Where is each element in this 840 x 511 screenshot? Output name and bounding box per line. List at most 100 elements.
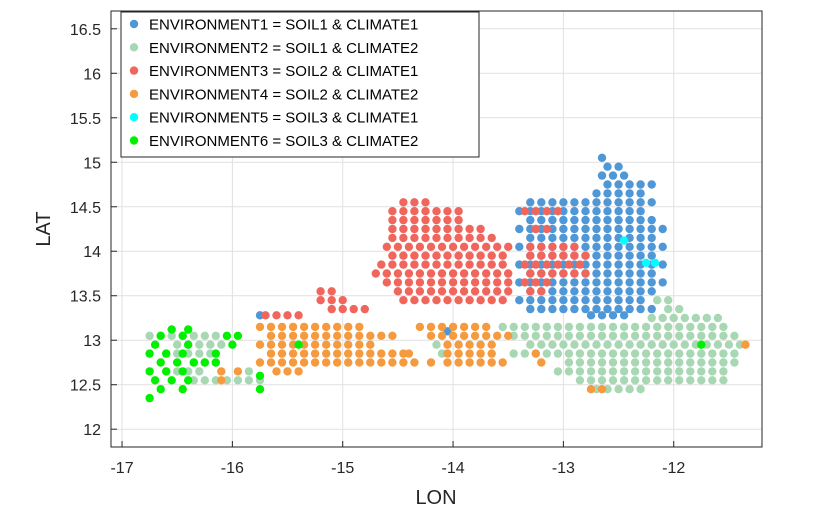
data-point <box>625 189 634 198</box>
data-point <box>653 331 662 340</box>
y-tick-label: 14.5 <box>70 200 101 217</box>
data-point <box>614 269 623 278</box>
data-point <box>493 269 502 278</box>
data-point <box>310 340 320 349</box>
data-point <box>426 278 436 287</box>
data-point <box>614 162 623 171</box>
data-point <box>233 376 243 385</box>
data-point <box>399 207 408 216</box>
legend-marker <box>129 66 139 75</box>
data-point <box>619 358 629 367</box>
data-point <box>548 304 557 314</box>
data-point <box>266 331 276 340</box>
data-point <box>283 311 292 320</box>
data-point <box>608 376 618 385</box>
data-point <box>542 322 551 332</box>
data-point <box>388 233 397 243</box>
data-point <box>498 322 507 332</box>
data-point <box>388 251 397 260</box>
data-point <box>437 269 447 278</box>
data-point <box>697 376 706 385</box>
data-point <box>482 269 491 278</box>
data-point <box>658 224 667 234</box>
data-point <box>592 278 601 287</box>
data-point <box>531 322 540 332</box>
data-point <box>443 296 452 305</box>
data-point <box>636 296 645 305</box>
data-point <box>597 367 607 376</box>
data-point <box>426 269 436 278</box>
data-point <box>636 340 645 349</box>
data-point <box>597 385 607 394</box>
data-point <box>702 313 711 323</box>
series-env4 <box>217 322 750 394</box>
data-point <box>619 331 629 340</box>
data-point <box>255 358 265 367</box>
data-point <box>619 236 629 245</box>
data-point <box>537 215 546 225</box>
data-point <box>625 269 634 278</box>
y-tick-label: 15 <box>83 155 101 172</box>
data-point <box>393 242 403 251</box>
data-point <box>597 171 607 180</box>
data-point <box>211 349 220 358</box>
data-point <box>636 180 645 189</box>
data-point <box>465 296 474 305</box>
data-point <box>564 358 574 367</box>
data-point <box>542 331 551 340</box>
data-point <box>288 331 298 340</box>
data-point <box>570 269 579 278</box>
data-point <box>266 322 276 332</box>
data-point <box>448 269 458 278</box>
data-point <box>470 242 480 251</box>
data-point <box>603 242 612 251</box>
data-point <box>388 224 397 234</box>
data-point <box>421 296 430 305</box>
data-point <box>564 322 574 332</box>
data-point <box>559 287 568 296</box>
data-point <box>195 367 204 376</box>
data-point <box>653 296 662 305</box>
data-point <box>443 358 452 367</box>
data-point <box>415 287 425 296</box>
data-point <box>211 331 220 340</box>
data-point <box>597 349 607 358</box>
data-point <box>338 296 347 305</box>
data-point <box>603 233 612 243</box>
data-point <box>730 331 739 340</box>
data-point <box>614 278 623 287</box>
data-point <box>669 313 678 323</box>
data-point <box>410 215 419 225</box>
data-point <box>592 242 601 251</box>
data-point <box>255 322 265 332</box>
data-point <box>570 287 579 296</box>
data-point <box>608 171 618 180</box>
data-point <box>650 258 660 267</box>
data-point <box>156 358 165 367</box>
data-point <box>675 349 684 358</box>
legend-marker <box>129 43 139 52</box>
data-point <box>366 331 375 340</box>
data-point <box>283 367 292 376</box>
data-point <box>482 242 491 251</box>
data-point <box>333 322 342 332</box>
data-point <box>619 367 629 376</box>
data-point <box>217 340 226 349</box>
data-point <box>349 304 358 314</box>
data-point <box>719 376 728 385</box>
data-point <box>647 340 656 349</box>
data-point <box>465 349 474 358</box>
data-point <box>310 358 320 367</box>
data-point <box>658 260 667 269</box>
data-point <box>625 296 634 305</box>
data-point <box>531 278 540 287</box>
data-point <box>537 304 546 314</box>
data-point <box>399 215 408 225</box>
data-point <box>487 296 496 305</box>
data-point <box>675 331 684 340</box>
data-point <box>178 367 187 376</box>
data-point <box>493 278 502 287</box>
data-point <box>437 322 447 332</box>
data-point <box>697 367 706 376</box>
data-point <box>537 296 546 305</box>
